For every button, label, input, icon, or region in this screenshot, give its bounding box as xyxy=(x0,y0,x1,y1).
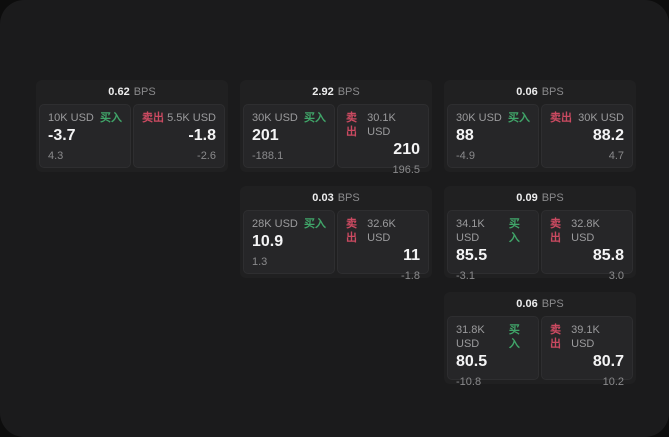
sell-tag: 卖出 xyxy=(346,218,357,244)
buy-panel[interactable]: 31.8K USD 买入 80.5 -10.8 xyxy=(447,316,539,388)
buy-amount: 10K USD xyxy=(48,112,94,124)
buy-price: 80.5 xyxy=(456,353,488,370)
bps-header: 2.92 BPS xyxy=(240,80,432,104)
bps-value: 2.92 xyxy=(312,86,334,98)
bps-header: 0.06 BPS xyxy=(444,292,636,316)
buy-amount: 28K USD xyxy=(252,218,298,230)
bps-header: 0.06 BPS xyxy=(444,80,636,104)
sell-panel[interactable]: 卖出 30K USD 88.2 4.7 xyxy=(541,104,633,168)
sell-price: -1.8 xyxy=(188,127,216,144)
buy-change: -4.9 xyxy=(456,150,475,162)
buy-price: 10.9 xyxy=(252,233,284,250)
sell-tag: 卖出 xyxy=(550,324,561,350)
buy-change: -10.8 xyxy=(456,376,482,388)
bps-value: 0.03 xyxy=(312,192,334,204)
sell-price: 85.8 xyxy=(592,247,624,264)
buy-amount: 30K USD xyxy=(456,112,502,124)
buy-tag: 买入 xyxy=(508,324,520,350)
sell-change: -2.6 xyxy=(197,150,216,162)
sell-amount: 30.1K USD xyxy=(367,112,396,138)
quote-panels: 28K USD 买入 10.9 1.3 卖出 32.6K USD 11 -1.8 xyxy=(240,210,432,282)
sell-tag: 卖出 xyxy=(550,218,561,244)
quote-card-5: 0.09 BPS 34.1K USD 买入 85.5 -3.1 卖出 32.8K… xyxy=(444,186,636,282)
sell-panel[interactable]: 卖出 32.6K USD 11 -1.8 xyxy=(337,210,429,282)
sell-panel[interactable]: 卖出 30.1K USD 210 196.5 xyxy=(337,104,429,176)
buy-price: 201 xyxy=(252,127,279,144)
bps-value: 0.06 xyxy=(516,298,538,310)
sell-tag: 卖出 xyxy=(550,112,572,124)
sell-price: 11 xyxy=(403,247,420,264)
buy-panel[interactable]: 10K USD 买入 -3.7 4.3 xyxy=(39,104,131,168)
quote-card-4: 0.03 BPS 28K USD 买入 10.9 1.3 卖出 32.6K US… xyxy=(240,186,432,282)
bps-unit-label: BPS xyxy=(337,192,360,204)
buy-amount: 34.1K USD xyxy=(456,218,485,244)
buy-change: 4.3 xyxy=(48,150,64,162)
sell-change: -1.8 xyxy=(401,270,420,282)
sell-price: 88.2 xyxy=(592,127,624,144)
quote-panels: 30K USD 买入 88 -4.9 卖出 30K USD 88.2 4.7 xyxy=(444,104,636,168)
quote-panels: 31.8K USD 买入 80.5 -10.8 卖出 39.1K USD 80.… xyxy=(444,316,636,388)
quote-panels: 30K USD 买入 201 -188.1 卖出 30.1K USD 210 1… xyxy=(240,104,432,176)
bps-value: 0.62 xyxy=(108,86,130,98)
sell-price: 80.7 xyxy=(592,353,624,370)
sell-amount: 32.8K USD xyxy=(571,218,600,244)
buy-change: -3.1 xyxy=(456,270,475,282)
buy-panel[interactable]: 30K USD 买入 88 -4.9 xyxy=(447,104,539,168)
bps-unit-label: BPS xyxy=(337,86,360,98)
buy-panel[interactable]: 30K USD 买入 201 -188.1 xyxy=(243,104,335,168)
bps-unit-label: BPS xyxy=(541,298,564,310)
sell-tag: 卖出 xyxy=(142,112,164,124)
bps-value: 0.06 xyxy=(516,86,538,98)
sell-tag: 卖出 xyxy=(346,112,357,138)
buy-panel[interactable]: 34.1K USD 买入 85.5 -3.1 xyxy=(447,210,539,282)
sell-amount: 5.5K USD xyxy=(167,112,216,124)
bps-value: 0.09 xyxy=(516,192,538,204)
sell-change: 3.0 xyxy=(608,270,624,282)
buy-price: -3.7 xyxy=(48,127,76,144)
sell-change: 196.5 xyxy=(392,164,420,176)
buy-amount: 31.8K USD xyxy=(456,324,485,350)
sell-panel[interactable]: 卖出 32.8K USD 85.8 3.0 xyxy=(541,210,633,282)
buy-tag: 买入 xyxy=(508,218,520,244)
sell-amount: 30K USD xyxy=(578,112,624,124)
buy-change: 1.3 xyxy=(252,256,268,268)
quote-card-3: 0.06 BPS 30K USD 买入 88 -4.9 卖出 30K USD 8… xyxy=(444,80,636,172)
buy-tag: 买入 xyxy=(304,218,326,230)
buy-price: 88 xyxy=(456,127,474,144)
sell-amount: 32.6K USD xyxy=(367,218,396,244)
bps-unit-label: BPS xyxy=(541,86,564,98)
sell-price: 210 xyxy=(393,141,420,158)
quote-card-6: 0.06 BPS 31.8K USD 买入 80.5 -10.8 卖出 39.1… xyxy=(444,292,636,388)
buy-panel[interactable]: 28K USD 买入 10.9 1.3 xyxy=(243,210,335,274)
bps-header: 0.62 BPS xyxy=(36,80,228,104)
sell-change: 4.7 xyxy=(608,150,624,162)
buy-tag: 买入 xyxy=(304,112,326,124)
sell-panel[interactable]: 卖出 39.1K USD 80.7 10.2 xyxy=(541,316,633,388)
buy-price: 85.5 xyxy=(456,247,488,264)
quote-card-1: 0.62 BPS 10K USD 买入 -3.7 4.3 卖出 5.5K USD… xyxy=(36,80,228,172)
buy-change: -188.1 xyxy=(252,150,284,162)
sell-change: 10.2 xyxy=(602,376,624,388)
bps-unit-label: BPS xyxy=(541,192,564,204)
sell-panel[interactable]: 卖出 5.5K USD -1.8 -2.6 xyxy=(133,104,225,168)
buy-tag: 买入 xyxy=(508,112,530,124)
buy-tag: 买入 xyxy=(100,112,122,124)
sell-amount: 39.1K USD xyxy=(571,324,600,350)
bps-unit-label: BPS xyxy=(133,86,156,98)
buy-amount: 30K USD xyxy=(252,112,298,124)
bps-header: 0.03 BPS xyxy=(240,186,432,210)
bps-header: 0.09 BPS xyxy=(444,186,636,210)
quote-panels: 34.1K USD 买入 85.5 -3.1 卖出 32.8K USD 85.8… xyxy=(444,210,636,282)
quote-panels: 10K USD 买入 -3.7 4.3 卖出 5.5K USD -1.8 -2.… xyxy=(36,104,228,168)
quote-card-2: 2.92 BPS 30K USD 买入 201 -188.1 卖出 30.1K … xyxy=(240,80,432,176)
